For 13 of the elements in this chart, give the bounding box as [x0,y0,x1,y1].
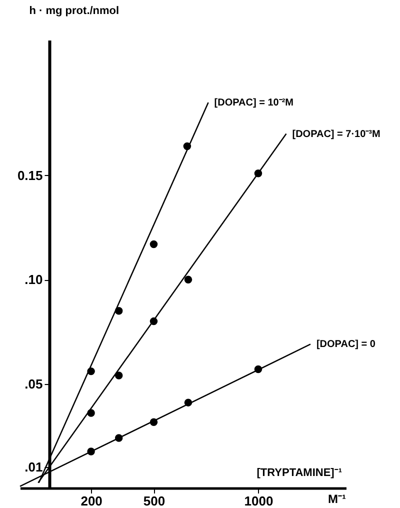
text: M⁻¹ [328,492,346,506]
text: [DOPAC] = 0 [316,339,376,350]
y-tick-label: .01 [24,460,43,475]
x-tick-label: 500 [143,494,166,508]
x-tick-label: 200 [80,494,102,508]
y-axis-title: h · mg prot./nmol [29,5,120,17]
text: [DOPAC] = 7·10⁻³M [292,128,380,140]
text: [DOPAC] = 10⁻²M [214,98,294,109]
y-tick-label: .05 [24,376,43,392]
y-tick-label: 0.15 [17,168,43,183]
x-tick-label: 1000 [244,494,274,508]
x-axis-title: [TRYPTAMINE]⁻¹ [256,467,342,479]
y-tick-label: .10 [24,272,43,288]
